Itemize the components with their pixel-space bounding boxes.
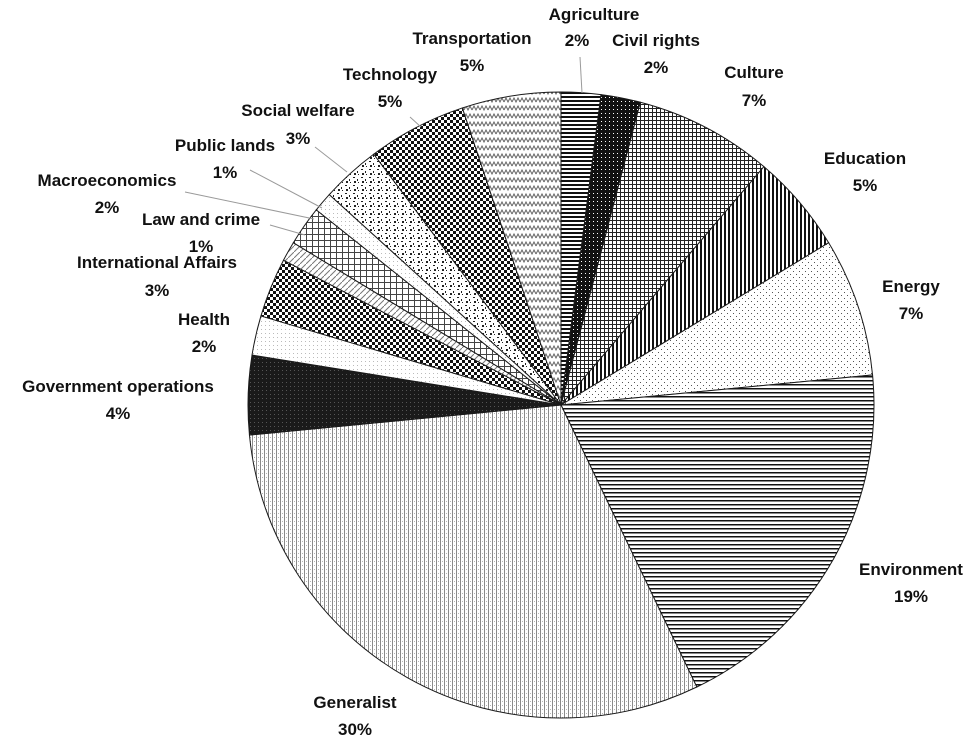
label-environment: Environment: [859, 560, 963, 579]
slice-labels: Agriculture 2% Civil rights 2% Culture 7% Educ…: [22, 5, 963, 739]
label-public-lands: Public lands: [175, 136, 275, 155]
slice-generalist: [248, 404, 698, 719]
label-civil-rights: Civil rights: [612, 31, 700, 50]
leader-agriculture: [579, 56, 583, 94]
label-generalist: Generalist: [313, 693, 396, 712]
value-label-public-lands: 1%: [213, 163, 238, 182]
leader-social-welfare: [314, 146, 348, 173]
label-agriculture: Agriculture: [549, 5, 640, 24]
label-education: Education: [824, 149, 906, 168]
leader-public-lands: [249, 169, 323, 209]
value-label-international-affairs: 3%: [145, 281, 170, 300]
label-health: Health: [178, 310, 230, 329]
label-macroeconomics: Macroeconomics: [38, 171, 177, 190]
slice-transportation: [461, 91, 562, 406]
label-law-and-crime: Law and crime: [142, 210, 260, 229]
value-label-agriculture: 2%: [565, 31, 590, 50]
label-government-operations: Government operations: [22, 377, 214, 396]
value-label-culture: 7%: [742, 91, 767, 110]
leader-macroeconomics: [184, 191, 315, 220]
leader-law-and-crime: [269, 224, 306, 236]
value-label-environment: 19%: [894, 587, 928, 606]
slice-environment: [560, 374, 875, 688]
value-label-civil-rights: 2%: [644, 58, 669, 77]
value-label-macroeconomics: 2%: [95, 198, 120, 217]
slice-culture: [560, 101, 765, 406]
label-technology: Technology: [343, 65, 438, 84]
label-energy: Energy: [882, 277, 940, 296]
label-social-welfare: Social welfare: [241, 101, 354, 120]
slice-energy: [560, 242, 874, 406]
value-label-government-operations: 4%: [106, 404, 131, 423]
value-label-social-welfare: 3%: [286, 129, 311, 148]
value-label-transportation: 5%: [460, 56, 485, 75]
value-label-health: 2%: [192, 337, 217, 356]
value-label-technology: 5%: [378, 92, 403, 111]
value-label-generalist: 30%: [338, 720, 372, 739]
pie-slices: [247, 91, 875, 719]
leader-lines: [184, 56, 583, 236]
value-label-education: 5%: [853, 176, 878, 195]
label-transportation: Transportation: [412, 29, 531, 48]
value-label-energy: 7%: [899, 304, 924, 323]
label-international-affairs: International Affairs: [77, 253, 237, 272]
value-label-law-and-crime: 1%: [189, 237, 214, 256]
label-culture: Culture: [724, 63, 784, 82]
leader-technology: [409, 116, 422, 128]
